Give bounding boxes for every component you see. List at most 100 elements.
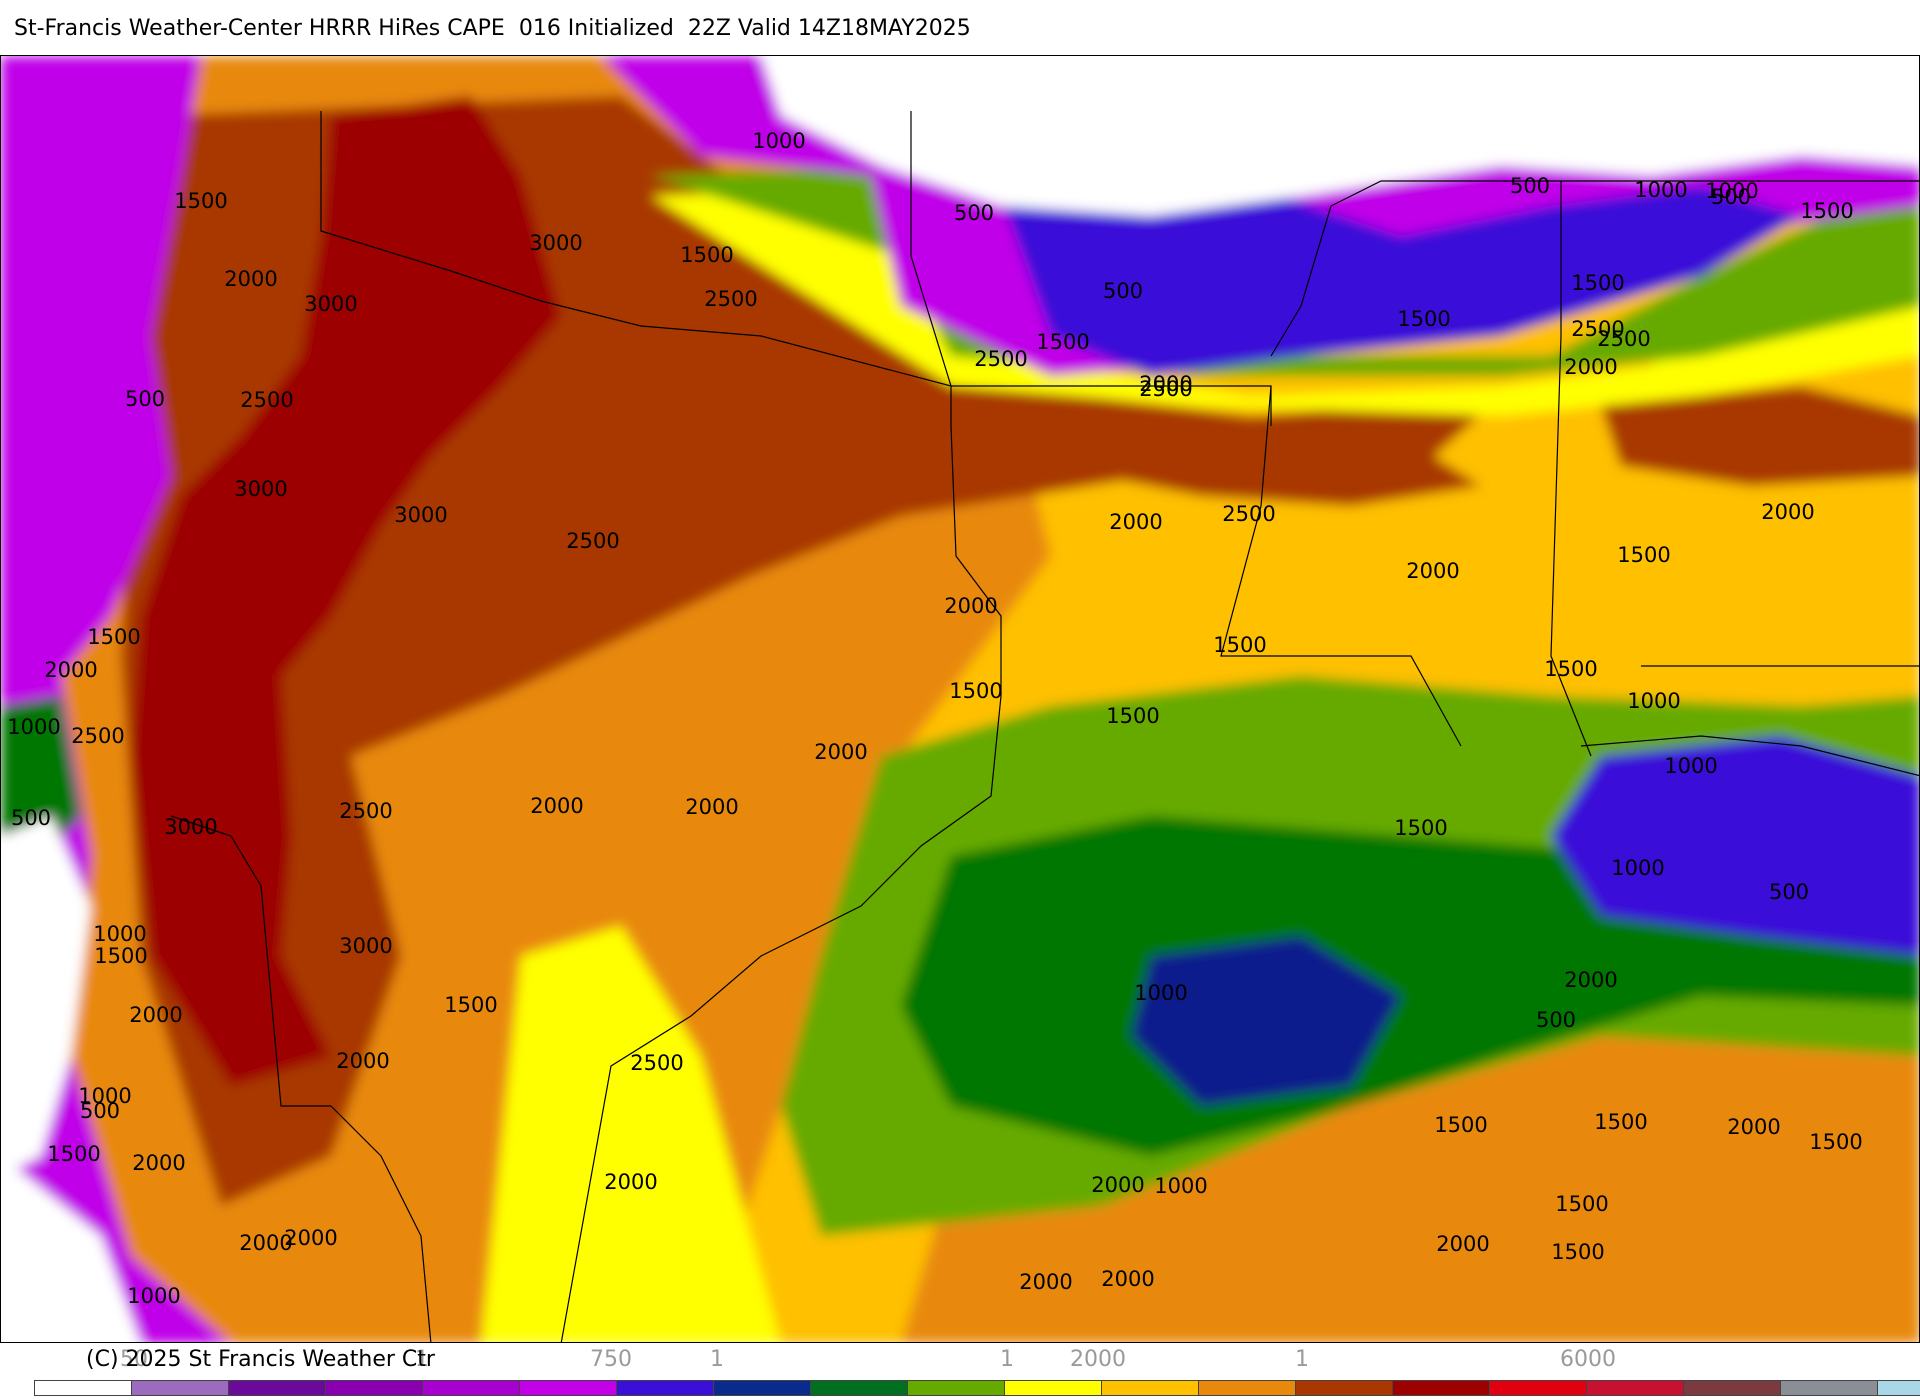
contour-label: 2000 xyxy=(284,1226,337,1250)
colorbar-swatch xyxy=(132,1381,229,1395)
contour-label: 1500 xyxy=(1394,816,1447,840)
contour-label: 500 xyxy=(1536,1008,1576,1032)
colorbar-legend xyxy=(34,1380,1920,1396)
region-very-high xyxy=(131,96,561,1086)
region-very-low-gulf xyxy=(1131,936,1401,1106)
contour-label: 500 xyxy=(954,201,994,225)
colorbar-tick-label: 2000 xyxy=(1070,1347,1126,1372)
contour-label: 2000 xyxy=(1019,1270,1072,1294)
contour-label: 500 xyxy=(1769,880,1809,904)
contour-label: 2000 xyxy=(1761,500,1814,524)
colorbar-swatch xyxy=(1005,1381,1102,1395)
colorbar-swatch xyxy=(1490,1381,1587,1395)
region-yellow-north xyxy=(651,186,1919,416)
colorbar-tick-label: 1 xyxy=(710,1347,724,1372)
colorbar-swatch xyxy=(908,1381,1005,1395)
region-yellow-south xyxy=(481,926,781,1342)
contour-label: 3000 xyxy=(529,231,582,255)
contour-label: 1000 xyxy=(752,129,805,153)
region-high-east xyxy=(1051,416,1481,506)
contour-label: 1000 xyxy=(1154,1174,1207,1198)
contour-label: 1500 xyxy=(1555,1192,1608,1216)
contour-label: 500 xyxy=(1711,185,1751,209)
contour-label: 2000 xyxy=(1139,372,1192,396)
contour-label: 1500 xyxy=(1551,1240,1604,1264)
region-none-southwest xyxy=(1,1156,141,1342)
contour-label: 2000 xyxy=(239,1231,292,1255)
contour-label: 3000 xyxy=(234,477,287,501)
colorbar-swatch xyxy=(326,1381,423,1395)
contour-label: 1500 xyxy=(1397,307,1450,331)
contour-label: 1500 xyxy=(1036,330,1089,354)
contour-label: 1500 xyxy=(680,243,733,267)
contour-label: 2500 xyxy=(704,287,757,311)
colorbar-swatch xyxy=(1102,1381,1199,1395)
colorbar-swatch xyxy=(423,1381,520,1395)
contour-label: 1500 xyxy=(1617,543,1670,567)
contour-label: 2000 xyxy=(129,1003,182,1027)
contour-label: 2500 xyxy=(1597,327,1650,351)
contour-label: 1000 xyxy=(78,1084,131,1108)
contour-label: 2000 xyxy=(1101,1267,1154,1291)
contour-label: 2000 xyxy=(1109,510,1162,534)
colorbar-swatch xyxy=(35,1381,132,1395)
colorbar-swatch xyxy=(229,1381,326,1395)
contour-label: 1500 xyxy=(1106,704,1159,728)
contour-label: 1000 xyxy=(1634,178,1687,202)
colorbar-swatch xyxy=(1296,1381,1393,1395)
colorbar-swatch xyxy=(617,1381,714,1395)
contour-label: 2500 xyxy=(1571,317,1624,341)
region-high-far-east xyxy=(1601,386,1919,486)
state-borders xyxy=(170,111,1919,1342)
contour-label: 1500 xyxy=(1809,1130,1862,1154)
colorbar-tick-label: 1 xyxy=(1000,1347,1014,1372)
contour-label: 2500 xyxy=(566,529,619,553)
contour-label: 2500 xyxy=(1222,502,1275,526)
colorbar-tick-label: 1 xyxy=(415,1347,429,1372)
contour-label: 2000 xyxy=(604,1170,657,1194)
region-none-west xyxy=(1,816,91,1176)
contour-label: 500 xyxy=(11,806,51,830)
contour-label: 1000 xyxy=(1611,856,1664,880)
colorbar-swatch xyxy=(1587,1381,1684,1395)
contour-label: 2000 xyxy=(685,795,738,819)
contour-label: 1000 xyxy=(1134,981,1187,1005)
contour-label: 1500 xyxy=(94,944,147,968)
contour-label: 2000 xyxy=(1436,1232,1489,1256)
map-title: St-Francis Weather-Center HRRR HiRes CAP… xyxy=(14,16,971,41)
contour-label: 1500 xyxy=(1544,657,1597,681)
contour-label: 2500 xyxy=(1139,377,1192,401)
colorbar-swatch xyxy=(520,1381,617,1395)
contour-label: 1000 xyxy=(1705,179,1758,203)
contour-label: 2500 xyxy=(974,347,1027,371)
contour-label: 1500 xyxy=(1213,633,1266,657)
colorbar-swatch xyxy=(811,1381,908,1395)
contour-label: 2000 xyxy=(814,740,867,764)
contour-label: 1500 xyxy=(174,189,227,213)
contour-label: 3000 xyxy=(339,934,392,958)
contour-label: 2000 xyxy=(1406,559,1459,583)
contour-label: 1500 xyxy=(87,625,140,649)
contour-label: 3000 xyxy=(304,292,357,316)
region-none-north xyxy=(761,56,1919,216)
region-minimal-north xyxy=(1001,186,1801,376)
contour-label: 500 xyxy=(125,387,165,411)
contour-label: 1500 xyxy=(1434,1113,1487,1137)
contour-label: 1000 xyxy=(1627,689,1680,713)
colorbar-swatch xyxy=(1878,1381,1920,1395)
contour-label: 3000 xyxy=(394,503,447,527)
contour-label: 2500 xyxy=(240,388,293,412)
contour-label: 2000 xyxy=(1091,1173,1144,1197)
cape-map: 1000 500 500 500 1000 1000 500 1500 1500 2000 3000… xyxy=(0,55,1920,1343)
contour-label: 500 xyxy=(80,1099,120,1123)
contour-label: 1000 xyxy=(1664,754,1717,778)
contour-label: 2000 xyxy=(1564,355,1617,379)
contour-label: 2000 xyxy=(132,1151,185,1175)
contour-label: 2000 xyxy=(44,658,97,682)
colorbar-swatch xyxy=(1199,1381,1296,1395)
contour-label: 1500 xyxy=(1571,271,1624,295)
colorbar-swatch xyxy=(1781,1381,1878,1395)
colorbar-swatch xyxy=(714,1381,811,1395)
contour-label: 1000 xyxy=(7,715,60,739)
